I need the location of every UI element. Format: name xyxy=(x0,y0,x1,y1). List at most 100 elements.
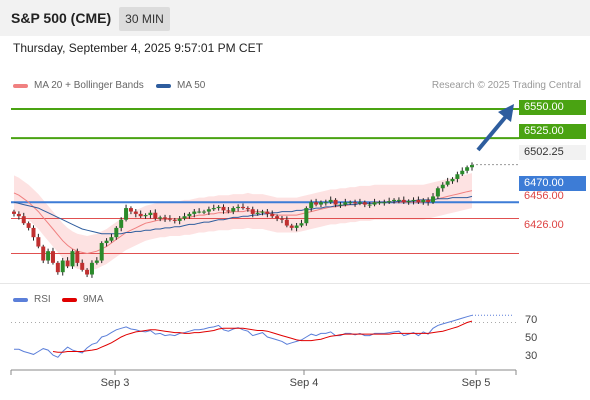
candle-body xyxy=(450,178,455,182)
candle-body xyxy=(377,202,382,204)
candle xyxy=(357,198,362,206)
rsi-grid xyxy=(11,314,516,323)
candle xyxy=(406,199,411,205)
candle xyxy=(328,196,333,204)
candle-body xyxy=(348,202,353,204)
candle-body xyxy=(12,211,16,214)
candle xyxy=(309,199,314,212)
candle xyxy=(124,204,129,222)
candle-body xyxy=(284,219,289,226)
candle xyxy=(206,206,211,215)
candle-body xyxy=(353,202,358,204)
candle-body xyxy=(338,204,343,206)
candle-body xyxy=(167,218,172,220)
candle xyxy=(109,233,114,243)
last-price-label: 6502.25 xyxy=(519,145,586,160)
candle xyxy=(445,177,450,187)
candle xyxy=(411,197,416,205)
candle-body xyxy=(80,262,85,270)
candle-body xyxy=(440,184,445,189)
candle xyxy=(221,204,226,214)
rsi-line xyxy=(14,314,473,358)
forecast-arrow-shaft xyxy=(476,112,510,152)
timeframe-button[interactable]: 30 MIN xyxy=(119,7,170,31)
candle-body xyxy=(104,240,109,244)
candle-body xyxy=(387,201,392,203)
candle-body xyxy=(70,251,75,267)
candle xyxy=(65,257,70,269)
candle xyxy=(392,198,397,204)
candle xyxy=(50,247,55,265)
level-s1-label: 6456.00 xyxy=(524,190,564,202)
candle xyxy=(192,208,197,218)
candle xyxy=(36,233,41,249)
candle-body xyxy=(21,216,26,224)
forecast-arrow-head xyxy=(498,104,514,122)
candle xyxy=(275,214,280,222)
candle-body xyxy=(99,243,104,261)
candle-body xyxy=(431,196,436,203)
candle xyxy=(21,212,26,225)
candle xyxy=(60,257,65,276)
level-lines xyxy=(11,107,519,255)
candle-body xyxy=(265,211,270,214)
candle xyxy=(362,200,367,208)
candle-body xyxy=(124,208,129,220)
candle-body xyxy=(416,199,421,203)
candle-body xyxy=(406,201,411,203)
candle-body xyxy=(328,199,333,203)
candle-body xyxy=(143,215,148,217)
candle xyxy=(31,225,36,241)
candles xyxy=(12,162,474,278)
candle xyxy=(470,162,474,171)
candle-body xyxy=(333,199,338,205)
credit-text: Research © 2025 Trading Central xyxy=(431,80,581,91)
candle xyxy=(450,177,455,184)
candle-body xyxy=(16,213,21,217)
instrument-title: S&P 500 (CME) xyxy=(11,10,112,26)
candle xyxy=(80,259,85,272)
candle xyxy=(172,217,177,224)
candle-body xyxy=(226,210,231,212)
candle xyxy=(460,167,465,177)
candle xyxy=(343,198,348,207)
ma50-label: MA 50 xyxy=(177,80,206,91)
candle xyxy=(187,212,192,219)
candle xyxy=(128,206,133,215)
candle xyxy=(138,210,143,218)
candle-body xyxy=(202,211,207,213)
candle xyxy=(377,200,382,205)
candle-body xyxy=(46,251,51,261)
candle-body xyxy=(216,206,221,209)
candle-body xyxy=(460,170,465,175)
datetime-label: Thursday, September 4, 2025 9:57:01 PM C… xyxy=(13,41,263,55)
candle xyxy=(314,198,319,207)
level-r2-label: 6550.00 xyxy=(519,100,586,115)
x-tick-sep4: Sep 4 xyxy=(289,377,319,389)
candle-body xyxy=(211,208,216,210)
candle xyxy=(231,206,236,215)
candle-body xyxy=(133,211,138,214)
candle-body xyxy=(260,211,265,213)
candle-body xyxy=(367,204,372,206)
candle-body xyxy=(192,211,197,214)
candle-body xyxy=(357,202,362,204)
candle xyxy=(89,260,94,278)
candle xyxy=(455,171,460,183)
candle-body xyxy=(323,202,328,204)
candle-body xyxy=(362,202,367,205)
candle-body xyxy=(60,260,65,273)
candle-body xyxy=(65,260,70,267)
candle-body xyxy=(382,202,387,204)
candle xyxy=(401,196,406,204)
candle xyxy=(241,203,245,210)
candle xyxy=(396,197,401,204)
candle-body xyxy=(343,202,348,205)
candle-body xyxy=(50,251,55,263)
candle-body xyxy=(372,202,377,205)
candle xyxy=(26,221,31,231)
candle xyxy=(294,222,299,232)
candle-body xyxy=(245,208,250,210)
candle xyxy=(318,200,323,208)
candle-body xyxy=(206,209,211,212)
